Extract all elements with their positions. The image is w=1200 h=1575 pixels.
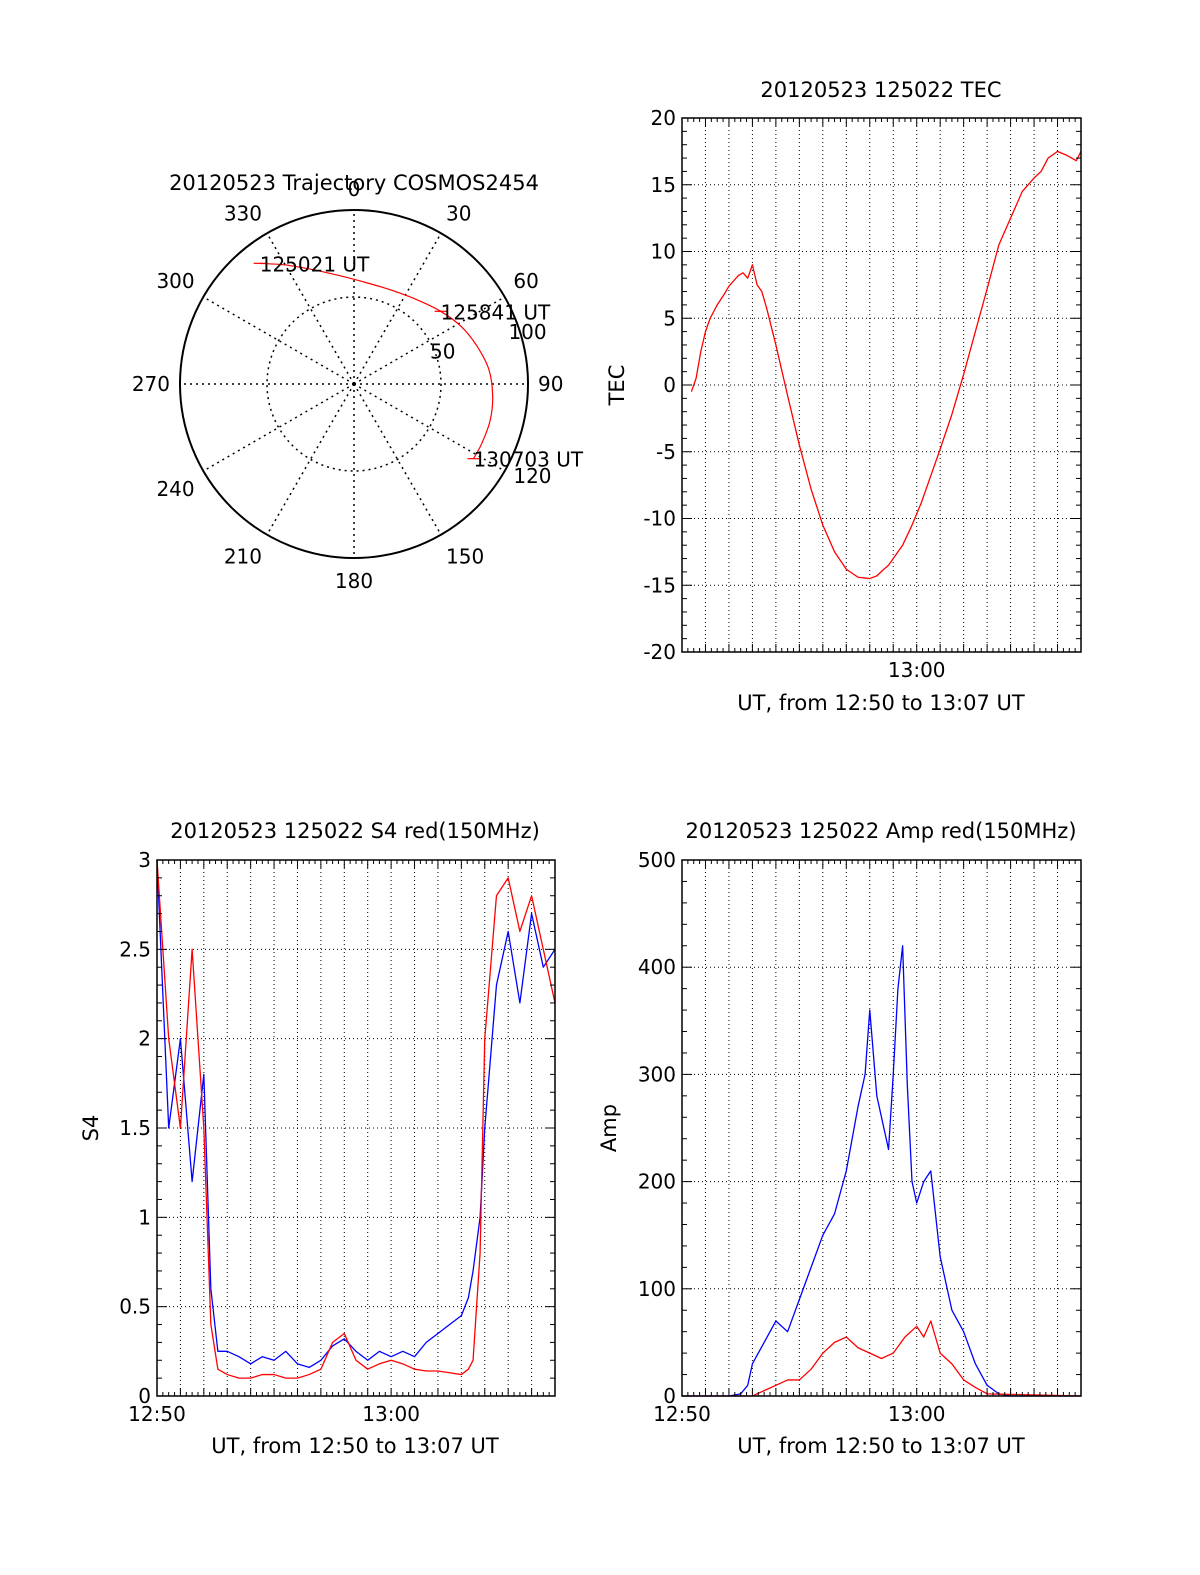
polar-azimuth-label-150: 150	[446, 544, 484, 568]
polar-spoke-210	[266, 383, 355, 536]
tec-xlabel: UT, from 12:50 to 13:07 UT	[737, 691, 1025, 715]
polar-trajectory-panel: 20120523 Trajectory COSMOS2454 030609012…	[132, 171, 584, 593]
polar-spoke-240	[202, 383, 355, 472]
polar-azimuth-label-270: 270	[132, 372, 170, 396]
s4-ytick-label: 1	[138, 1205, 151, 1229]
tec-plot-area: -20 -15 -10 -5 0 5 10 15 20 13:00	[643, 106, 1082, 682]
amp-panel: 20120523 125022 Amp red(150MHz) UT, from…	[597, 819, 1082, 1458]
amp-ylabel: Amp	[597, 1104, 621, 1152]
tec-ytick-label: 5	[663, 306, 676, 330]
polar-outer-ring	[179, 209, 529, 559]
tec-ytick-label: 15	[651, 173, 676, 197]
amp-xtick-label: 13:00	[888, 1402, 946, 1426]
s4-xtick-label: 12:50	[128, 1402, 186, 1426]
s4-series-1	[156, 859, 556, 1379]
polar-spoke-30	[353, 232, 442, 385]
s4-ytick-label: 2.5	[119, 937, 151, 961]
polar-azimuth-label-30: 30	[446, 202, 471, 226]
tec-ytick-label: 0	[663, 373, 676, 397]
polar-spoke-330	[266, 232, 355, 385]
trajectory-line	[259, 262, 494, 459]
polar-spoke-120	[353, 383, 506, 472]
polar-azimuth-label-120: 120	[513, 464, 551, 488]
tec-title: 20120523 125022 TEC	[760, 78, 1001, 102]
polar-azimuth-label-60: 60	[513, 269, 538, 293]
s4-panel: 20120523 125022 S4 red(150MHz) UT, from …	[79, 819, 556, 1458]
s4-xtick-label: 13:00	[362, 1402, 420, 1426]
tec-xtick-label: 13:00	[888, 658, 946, 682]
polar-title: 20120523 Trajectory COSMOS2454	[169, 171, 539, 195]
polar-grid	[179, 209, 529, 559]
polar-trajectory: 125021 UT 125841 UT 130703 UT	[253, 252, 584, 472]
tec-ytick-label: 10	[651, 240, 676, 264]
polar-azimuth-label-210: 210	[224, 544, 262, 568]
s4-plot-area: 0 0.5 1 1.5 2 2.5 3 12:50 13:00	[119, 848, 556, 1426]
polar-spoke-300	[202, 296, 355, 385]
polar-radial-label-100: 100	[508, 320, 546, 344]
polar-spoke-60	[353, 296, 506, 385]
polar-azimuth-labels: 0 30 60 90 120 150 180 210 240 270 300 330 50 100	[132, 177, 564, 593]
tec-panel: 20120523 125022 TEC UT, from 12:50 to 13…	[605, 78, 1082, 715]
polar-spoke-150	[353, 383, 442, 536]
tec-ytick-label: -5	[656, 440, 676, 464]
amp-frame	[681, 859, 1082, 1397]
amp-ytick-label: 100	[638, 1277, 676, 1301]
s4-ytick-label: 0	[138, 1384, 151, 1408]
s4-ytick-label: 2	[138, 1027, 151, 1051]
s4-frame	[156, 859, 556, 1397]
trajectory-time-label: 125021 UT	[260, 252, 370, 276]
s4-xlabel: UT, from 12:50 to 13:07 UT	[211, 1434, 499, 1458]
polar-azimuth-label-0: 0	[348, 177, 361, 201]
s4-ytick-label: 0.5	[119, 1295, 151, 1319]
amp-series-0	[682, 945, 1081, 1397]
tec-ytick-label: -15	[643, 573, 676, 597]
s4-ytick-label: 3	[138, 848, 151, 872]
tec-ylabel: TEC	[605, 365, 629, 407]
polar-azimuth-label-240: 240	[156, 477, 194, 501]
amp-xlabel: UT, from 12:50 to 13:07 UT	[737, 1434, 1025, 1458]
amp-xtick-label: 12:50	[653, 1402, 711, 1426]
tec-ytick-label: -10	[643, 507, 676, 531]
amp-ytick-label: 0	[663, 1384, 676, 1408]
tec-ytick-label: -20	[643, 640, 676, 664]
amp-series-1	[682, 1320, 1082, 1397]
amp-ytick-label: 400	[638, 955, 676, 979]
s4-title: 20120523 125022 S4 red(150MHz)	[170, 819, 540, 843]
amp-plot-area: 0 100 200 300 400 500 12:50 13:00	[638, 848, 1082, 1426]
s4-ytick-label: 1.5	[119, 1116, 151, 1140]
polar-azimuth-label-300: 300	[156, 269, 194, 293]
s4-ylabel: S4	[79, 1115, 103, 1142]
polar-azimuth-label-180: 180	[335, 569, 373, 593]
polar-azimuth-label-330: 330	[224, 202, 262, 226]
polar-radial-label-50: 50	[430, 339, 455, 363]
amp-title: 20120523 125022 Amp red(150MHz)	[685, 819, 1076, 843]
tec-ytick-label: 20	[651, 106, 676, 130]
amp-ytick-label: 200	[638, 1170, 676, 1194]
polar-azimuth-label-90: 90	[538, 372, 563, 396]
trajectory-time-label: 130703 UT	[474, 448, 584, 472]
amp-ytick-label: 500	[638, 848, 676, 872]
polar-ring-50	[266, 296, 442, 472]
amp-ytick-label: 300	[638, 1062, 676, 1086]
s4-series-0	[156, 859, 556, 1369]
trajectory-time-label: 125841 UT	[441, 300, 551, 324]
tec-series-0	[690, 150, 1082, 580]
